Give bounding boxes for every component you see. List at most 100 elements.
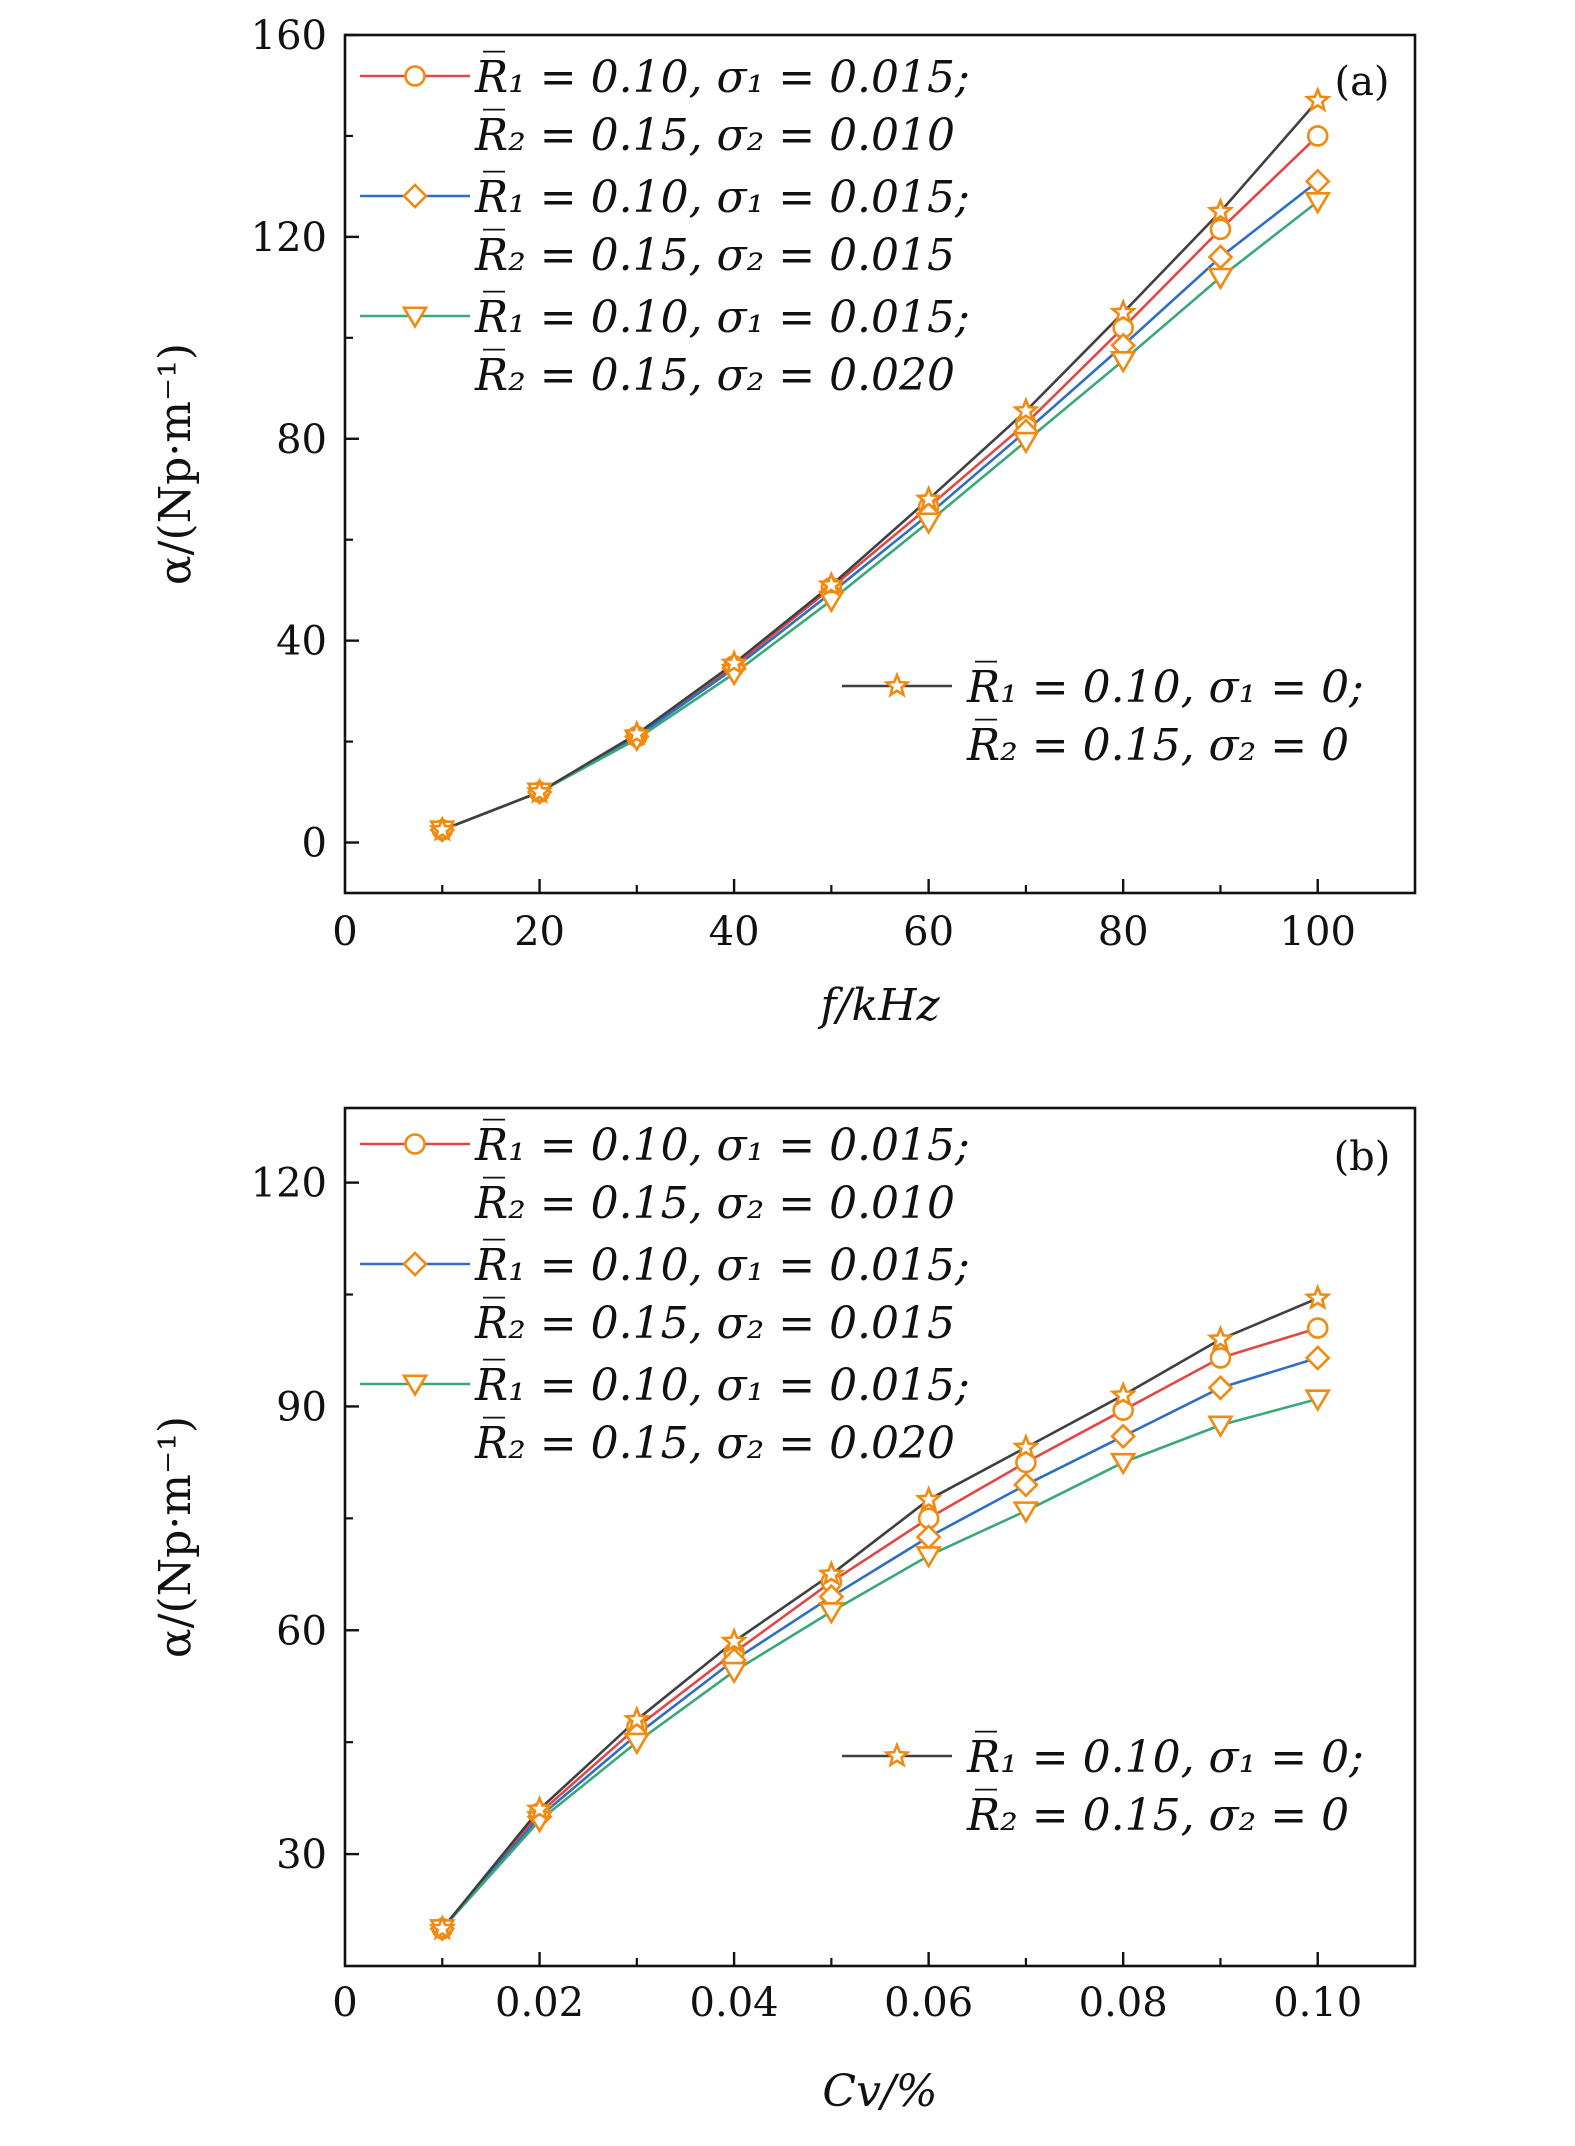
legend-label-line1: R̅₁ = 0.10, σ₁ = 0.015; [474, 50, 970, 103]
data-point-s010 [1209, 218, 1232, 241]
data-point-s0 [525, 1794, 554, 1822]
x-tick-label: 0.06 [884, 1980, 973, 2026]
data-point-s020 [1012, 431, 1040, 455]
legend-label-line1: R̅₁ = 0.10, σ₁ = 0; [966, 1730, 1364, 1783]
data-point-s0 [623, 719, 651, 746]
data-point-s015 [1013, 1471, 1039, 1498]
data-point-s0 [720, 648, 748, 676]
x-tick-label: 0.10 [1273, 1980, 1362, 2026]
legend-marker [402, 183, 428, 209]
legend-marker [883, 1741, 911, 1768]
data-point-s020 [1207, 1415, 1234, 1439]
data-point-s0 [914, 1485, 943, 1512]
data-point-s020 [1304, 192, 1332, 215]
y-axis-title: α/(Np·m⁻¹) [150, 1416, 201, 1658]
data-point-s0 [1109, 298, 1137, 325]
plot-frame [343, 33, 1417, 895]
data-point-s0 [623, 1705, 651, 1732]
data-point-s0 [1303, 1283, 1332, 1311]
data-point-s0 [1012, 1432, 1040, 1460]
y-axis-title: α/(Np·m⁻¹) [150, 343, 201, 585]
series-line-s020 [441, 200, 1319, 832]
series-line-s010 [441, 1326, 1319, 1930]
legend-label-line1: R̅₁ = 0.10, σ₁ = 0.015; [474, 170, 970, 223]
data-point-s020 [720, 1661, 748, 1685]
legend-marker [404, 1133, 426, 1155]
data-point-s015 [915, 1524, 942, 1550]
data-point-s015 [1110, 1423, 1137, 1450]
legend-entry-s0: R̅₁ = 0.10, σ₁ = 0;R̅₂ = 0.15, σ₂ = 0 [842, 1730, 1364, 1841]
x-tick-label: 0.02 [495, 1980, 584, 2026]
data-point-s020 [623, 1732, 651, 1756]
data-point-s0 [1206, 1324, 1235, 1352]
data-point-s020 [1012, 1501, 1040, 1524]
legend-entry-s0: R̅₁ = 0.10, σ₁ = 0;R̅₂ = 0.15, σ₂ = 0 [842, 660, 1364, 771]
data-point-s020 [1207, 267, 1234, 291]
data-point-s0 [817, 570, 846, 597]
data-point-s0 [428, 1914, 457, 1941]
legend-marker [883, 671, 911, 698]
data-point-s020 [818, 1602, 845, 1625]
x-tick-label: 0 [332, 1980, 357, 2026]
data-point-s020 [1109, 350, 1137, 374]
data-point-s0 [1109, 1380, 1137, 1407]
x-tick-label: 20 [514, 909, 565, 955]
x-tick-label: 0.08 [1079, 1980, 1168, 2026]
legend-label-line1: R̅₁ = 0.10, σ₁ = 0; [966, 660, 1364, 713]
data-point-s015 [1304, 168, 1331, 195]
legend-label-line2: R̅₂ = 0.15, σ₂ = 0.010 [474, 1176, 955, 1229]
y-tick-label: 80 [276, 417, 327, 463]
x-tick-label: 0.04 [690, 1980, 779, 2026]
chart-panel-a: 0 40 80 120 160 0 20 40 60 80 100 f/kHz α/(Np·m⁻¹) (a… [150, 13, 1417, 1031]
data-point-s010 [1306, 1317, 1329, 1339]
legend-label-line2: R̅₂ = 0.15, σ₂ = 0.020 [474, 1416, 955, 1469]
y-tick-label: 0 [302, 821, 327, 867]
legend-entry-s015: R̅₁ = 0.10, σ₁ = 0.015;R̅₂ = 0.15, σ₂ = … [360, 170, 970, 281]
data-point-s020 [915, 512, 942, 536]
data-point-s020 [1304, 1389, 1332, 1412]
data-point-s0 [1012, 396, 1040, 423]
data-point-s0 [428, 815, 457, 842]
series-line-s020 [441, 1397, 1319, 1930]
x-axis-title: Cv/% [822, 2066, 937, 2117]
legend-label-line2: R̅₂ = 0.15, σ₂ = 0.015 [474, 1296, 955, 1349]
y-tick-label: 30 [276, 1832, 327, 1878]
legend-marker [404, 65, 426, 87]
data-point-s0 [914, 484, 943, 512]
series-line-s0 [441, 99, 1319, 832]
data-point-s0 [720, 1626, 748, 1654]
legend-marker [401, 306, 429, 330]
legend-label-line2: R̅₂ = 0.15, σ₂ = 0 [966, 1788, 1349, 1841]
x-tick-label: 40 [709, 909, 760, 955]
data-point-s0 [525, 777, 554, 804]
data-point-s020 [818, 590, 845, 614]
legend-label-line1: R̅₁ = 0.10, σ₁ = 0.015; [474, 290, 970, 343]
legend-label-line1: R̅₁ = 0.10, σ₁ = 0.015; [474, 1118, 970, 1171]
data-point-s0 [1303, 86, 1332, 113]
legend-entry-s020: R̅₁ = 0.10, σ₁ = 0.015;R̅₂ = 0.15, σ₂ = … [360, 1358, 970, 1469]
data-point-s0 [1206, 197, 1235, 224]
legend-label-line1: R̅₁ = 0.10, σ₁ = 0.015; [474, 1238, 970, 1291]
x-tick-label: 100 [1280, 909, 1356, 955]
data-point-s010 [1306, 125, 1329, 147]
legend-label-line2: R̅₂ = 0.15, σ₂ = 0 [966, 718, 1349, 771]
legend-marker [402, 1251, 428, 1277]
y-tick-label: 90 [276, 1384, 327, 1430]
data-point-s0 [817, 1559, 846, 1587]
legend-label-line1: R̅₁ = 0.10, σ₁ = 0.015; [474, 1358, 970, 1411]
legend-entry-s020: R̅₁ = 0.10, σ₁ = 0.015;R̅₂ = 0.15, σ₂ = … [360, 290, 970, 401]
x-tick-label: 0 [332, 909, 357, 955]
chart-panel-b: 30 60 90 120 0 0.02 0.04 0.06 0.08 0.10 Cv/% α/(Np·… [150, 1106, 1417, 2117]
panel-label: (b) [1334, 1134, 1391, 1180]
series-line-s0 [441, 1297, 1319, 1930]
legend-entry-s015: R̅₁ = 0.10, σ₁ = 0.015;R̅₂ = 0.15, σ₂ = … [360, 1238, 970, 1349]
y-tick-label: 60 [276, 1608, 327, 1654]
plot-frame [343, 1106, 1417, 1968]
data-point-s020 [1109, 1452, 1137, 1476]
x-axis-title: f/kHz [817, 980, 940, 1031]
x-tick-label: 80 [1098, 909, 1149, 955]
data-point-s020 [915, 1546, 942, 1569]
x-tick-label: 60 [903, 909, 954, 955]
legend-label-line2: R̅₂ = 0.15, σ₂ = 0.015 [474, 228, 955, 281]
